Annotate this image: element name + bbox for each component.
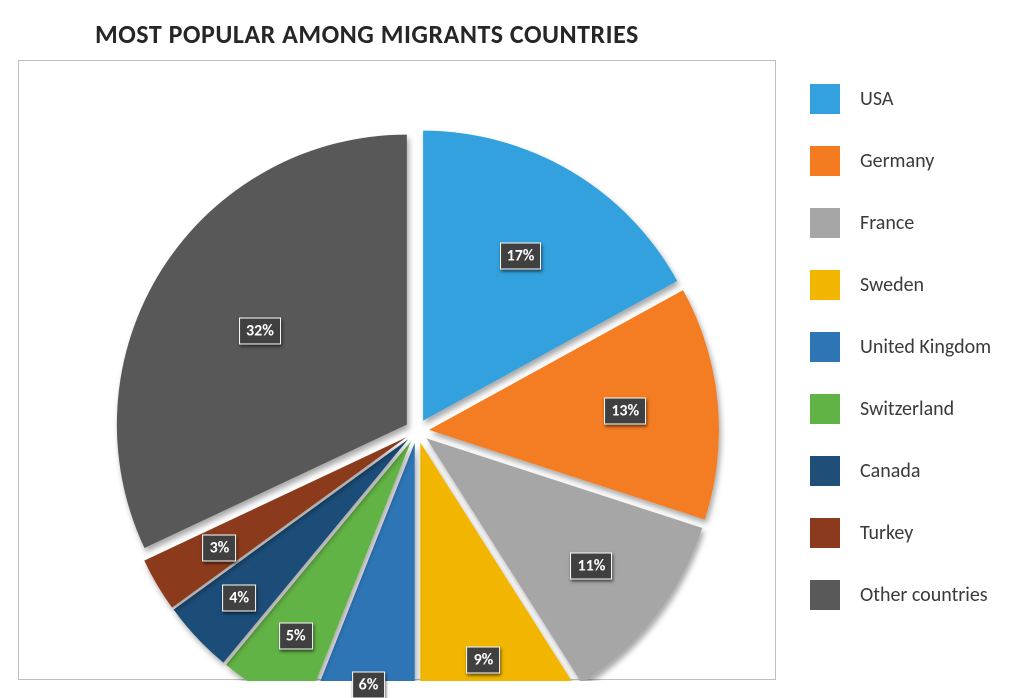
- legend: USA Germany France Sweden United Kingdom Swit…: [810, 68, 991, 626]
- legend-label: Canada: [860, 459, 920, 483]
- chart-title: MOST POPULAR AMONG MIGRANTS COUNTRIES: [95, 18, 639, 50]
- legend-item: Other countries: [810, 564, 991, 626]
- slice-value-label: 4%: [222, 585, 256, 612]
- legend-label: France: [860, 211, 914, 235]
- legend-item: Switzerland: [810, 378, 991, 440]
- slice-value-label: 32%: [239, 318, 281, 345]
- slice-value-label: 5%: [279, 623, 313, 650]
- legend-swatch: [810, 456, 840, 486]
- legend-item: Sweden: [810, 254, 991, 316]
- legend-swatch: [810, 332, 840, 362]
- legend-swatch: [810, 394, 840, 424]
- slice-value-label: 3%: [203, 534, 237, 561]
- legend-label: Sweden: [860, 273, 924, 297]
- slice-value-label: 13%: [604, 398, 646, 425]
- legend-label: Other countries: [860, 583, 988, 607]
- legend-swatch: [810, 84, 840, 114]
- legend-item: France: [810, 192, 991, 254]
- plot-area: 17%13%11%9%6%5%4%3%32%: [18, 60, 776, 680]
- legend-swatch: [810, 146, 840, 176]
- legend-item: USA: [810, 68, 991, 130]
- slice-value-label: 9%: [467, 646, 501, 673]
- slice-value-label: 17%: [500, 242, 542, 269]
- slice-value-label: 11%: [571, 553, 613, 580]
- legend-label: Switzerland: [860, 397, 954, 421]
- legend-swatch: [810, 518, 840, 548]
- slice-value-label: 6%: [352, 671, 386, 698]
- legend-item: Turkey: [810, 502, 991, 564]
- legend-item: Canada: [810, 440, 991, 502]
- legend-label: USA: [860, 87, 893, 111]
- legend-swatch: [810, 580, 840, 610]
- legend-swatch: [810, 208, 840, 238]
- legend-label: Germany: [860, 149, 934, 173]
- legend-item: United Kingdom: [810, 316, 991, 378]
- pie-chart: [19, 61, 777, 681]
- legend-swatch: [810, 270, 840, 300]
- legend-item: Germany: [810, 130, 991, 192]
- legend-label: United Kingdom: [860, 335, 991, 359]
- legend-label: Turkey: [860, 521, 913, 545]
